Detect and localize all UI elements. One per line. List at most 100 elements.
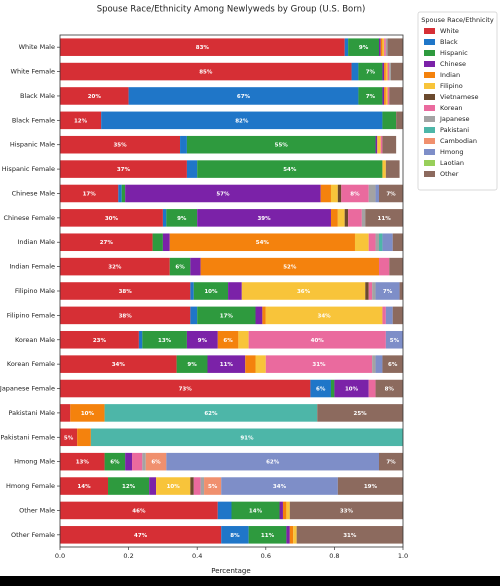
x-tick-label: 0.6 (261, 552, 271, 560)
bar-segment (149, 477, 157, 495)
bar-segment (128, 87, 359, 105)
bar-segment (118, 184, 122, 203)
bar-segment (200, 477, 205, 495)
bar-segment (248, 330, 386, 349)
data-label: 38% (119, 289, 133, 295)
bar-segment (382, 233, 393, 252)
data-label: 9% (177, 216, 187, 222)
bar-segment (197, 306, 256, 325)
bar-segment (60, 87, 129, 105)
bar-segment (60, 282, 191, 300)
data-label: 12% (74, 118, 88, 124)
data-label: 33% (340, 508, 354, 514)
bar-segment (60, 62, 352, 81)
bar-segment (387, 62, 390, 81)
bar-segment (358, 87, 383, 105)
bar-segment (389, 257, 403, 276)
bar-segment (221, 526, 249, 544)
data-label: 62% (204, 411, 218, 417)
bar-segment (60, 404, 71, 422)
bar-segment (334, 379, 369, 398)
data-label: 54% (256, 240, 270, 246)
bottom-strip (0, 576, 500, 586)
bar-segment (358, 62, 383, 81)
bar-segment (368, 233, 376, 252)
data-label: 6% (175, 265, 185, 271)
bar-segment (200, 257, 379, 276)
data-label: 11% (261, 533, 275, 539)
data-label: 17% (220, 313, 234, 319)
bar-segment (186, 135, 376, 154)
data-label: 38% (119, 313, 133, 319)
data-label: 39% (257, 216, 271, 222)
data-label: 11% (378, 216, 392, 222)
bar-segment (354, 233, 369, 252)
bar-segment (104, 452, 126, 471)
bar-segment (138, 330, 143, 349)
bar-segment (375, 233, 379, 252)
bar-segment (382, 87, 385, 105)
bar-segment (162, 233, 170, 252)
data-label: 6% (223, 338, 233, 344)
bar-segment (60, 257, 170, 276)
data-label: 10% (204, 289, 218, 295)
bar-segment (186, 330, 218, 349)
y-tick-label: Korean Female (7, 360, 55, 368)
bar-segment (384, 38, 386, 56)
legend-label: Hmong (440, 148, 463, 156)
legend-swatch (424, 149, 435, 155)
bar-segment (348, 38, 379, 56)
data-label: 83% (196, 45, 210, 51)
bar-segment (344, 209, 349, 227)
x-tick-label: 1.0 (398, 552, 408, 560)
data-label: 34% (318, 313, 332, 319)
bar-segment (382, 160, 386, 178)
bar-segment (180, 135, 187, 154)
bar-segment (382, 111, 397, 130)
y-tick-label: Indian Male (17, 238, 55, 246)
bar-segment (289, 501, 403, 520)
legend-label: White (440, 27, 459, 35)
bar-segment (387, 38, 403, 56)
bar-segment (145, 452, 167, 471)
bar-segment (382, 306, 386, 325)
bar-segment (132, 452, 143, 471)
data-label: 55% (275, 143, 289, 149)
y-tick-label: Hmong Male (14, 458, 55, 466)
y-tick-label: Black Female (12, 116, 55, 124)
bar-segment (389, 62, 391, 81)
legend-label: Cambodian (440, 137, 477, 145)
data-label: 31% (312, 362, 326, 368)
data-label: 7% (366, 94, 376, 100)
data-label: 6% (388, 362, 398, 368)
bar-segment (384, 62, 386, 81)
bar-segment (380, 135, 383, 154)
bar-segment (125, 452, 133, 471)
data-label: 11% (220, 362, 234, 368)
legend-title: Spouse Race/Ethnicity (421, 16, 494, 24)
y-tick-label: Indian Female (9, 263, 55, 271)
data-label: 7% (386, 191, 396, 197)
bar-segment (60, 330, 139, 349)
bar-segment (368, 379, 376, 398)
data-label: 5% (208, 484, 218, 490)
bar-segment (108, 477, 150, 495)
bar-segment (365, 282, 369, 300)
y-tick-label: Hispanic Female (2, 165, 55, 173)
bar-segment (368, 184, 376, 203)
bar-segment (372, 355, 376, 373)
bar-segment (121, 184, 126, 203)
bar-segment (317, 404, 403, 422)
data-label: 19% (364, 484, 378, 490)
bar-segment (286, 526, 290, 544)
bar-segment (286, 501, 290, 520)
data-label: 17% (83, 191, 97, 197)
bar-segment (348, 209, 362, 227)
bar-segment (380, 38, 383, 56)
data-label: 34% (112, 362, 126, 368)
bar-segment (265, 306, 383, 325)
data-label: 10% (167, 484, 181, 490)
data-label: 5% (64, 435, 74, 441)
bar-segment (60, 38, 345, 56)
bar-segment (293, 526, 297, 544)
